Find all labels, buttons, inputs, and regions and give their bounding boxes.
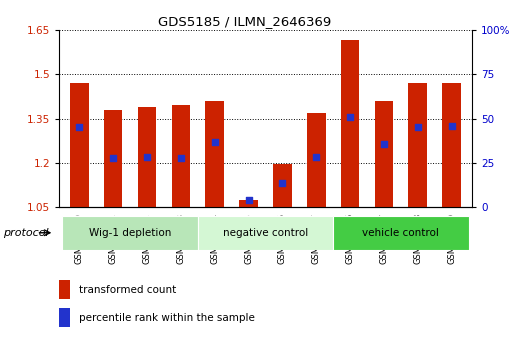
Bar [341, 40, 360, 207]
Point [380, 141, 388, 147]
Point [346, 114, 354, 120]
Point [75, 125, 84, 130]
FancyBboxPatch shape [333, 216, 468, 250]
Bar [171, 105, 190, 207]
Bar [137, 107, 156, 207]
Bar [273, 164, 292, 207]
Bar [104, 110, 123, 207]
Point [278, 181, 286, 186]
Point [245, 197, 253, 202]
Bar [59, 308, 70, 327]
Bar [70, 83, 89, 207]
Point [177, 155, 185, 161]
Text: protocol: protocol [3, 228, 48, 238]
FancyBboxPatch shape [63, 216, 198, 250]
Text: vehicle control: vehicle control [363, 228, 439, 238]
Point [447, 123, 456, 129]
Bar [442, 83, 461, 207]
Bar [408, 83, 427, 207]
Point [143, 154, 151, 160]
Point [211, 139, 219, 145]
Text: Wig-1 depletion: Wig-1 depletion [89, 228, 171, 238]
Point [312, 154, 320, 160]
Point [413, 125, 422, 130]
Text: transformed count: transformed count [79, 285, 176, 295]
Bar [374, 101, 393, 207]
Bar [59, 280, 70, 299]
Text: negative control: negative control [223, 228, 308, 238]
Bar [239, 200, 258, 207]
Bar [205, 101, 224, 207]
Bar [307, 113, 326, 207]
Point [109, 155, 117, 161]
Text: percentile rank within the sample: percentile rank within the sample [79, 313, 254, 323]
Title: GDS5185 / ILMN_2646369: GDS5185 / ILMN_2646369 [158, 15, 331, 28]
FancyBboxPatch shape [198, 216, 333, 250]
